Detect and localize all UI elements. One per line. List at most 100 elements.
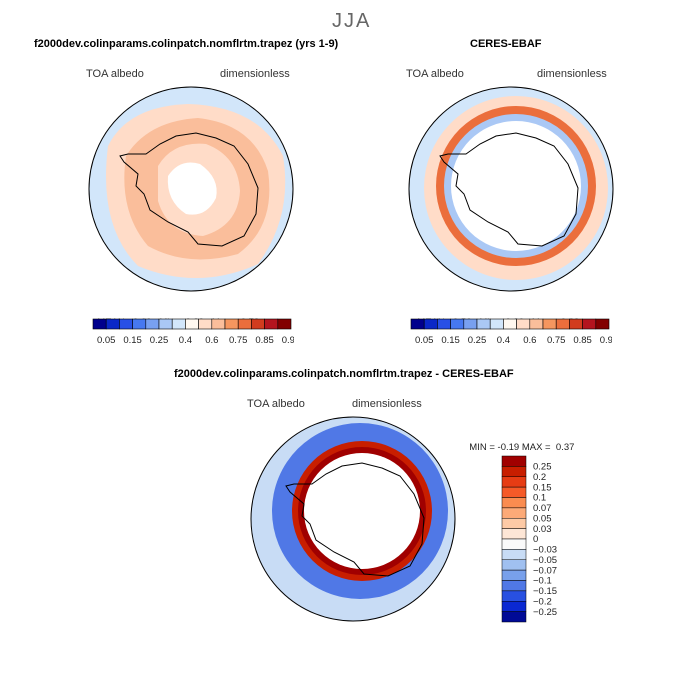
panel3-colorbar-tick-label-13: −0.2 [533,596,552,607]
panel2-map [408,86,614,292]
panel3-colorbar-swatch-11 [501,569,527,581]
panel1-colorbar-tick-label-4: 0.6 [205,335,218,346]
panel3-units-label: dimensionless [352,398,422,410]
panel3-colorbar-tick-label-9: −0.05 [533,555,557,566]
panel2-colorbar-swatch-0 [410,318,425,330]
panel2-variable-label: TOA albedo [406,68,464,80]
panel2-colorbar-tick-label-2: 0.25 [468,335,487,346]
panel2-colorbar-swatch-2 [437,318,451,330]
panel1-colorbar-tick-label-3: 0.4 [179,335,192,346]
panel1-variable-label: TOA albedo [86,68,144,80]
panel3-colorbar-swatch-8 [501,538,527,550]
panel3-colorbar-swatch-15 [501,611,527,623]
panel1-colorbar-swatch-9 [211,318,226,330]
panel2-colorbar-swatch-4 [463,318,478,330]
panel3-colorbar-swatch-0 [501,455,527,467]
panel3-continent-outline [285,462,425,577]
panel3-colorbar-tick-label-14: −0.25 [533,607,557,618]
panel3-colorbar-swatch-7 [501,528,527,540]
panel2-colorbar-tick-label-6: 0.85 [573,335,592,346]
panel1-title: f2000dev.colinparams.colinpatch.nomflrtm… [34,38,339,50]
panel3-max-label: MAX = [521,442,551,453]
panel2-continent-outline [439,132,579,247]
panel1-colorbar-swatch-10 [224,318,239,330]
panel3-min-value: -0.19 [497,442,520,453]
panel1-colorbar-tick-label-2: 0.25 [150,335,169,346]
panel1-colorbar-tick-label-1: 0.15 [123,335,142,346]
panel2-colorbar-tick-label-3: 0.4 [497,335,510,346]
panel1-colorbar-swatch-13 [264,318,279,330]
panel2-colorbar-swatch-10 [542,318,557,330]
panel3-colorbar-swatch-4 [501,497,527,509]
panel3-colorbar-tick-label-11: −0.1 [533,576,552,587]
panel2-colorbar-swatch-7 [503,318,517,330]
panel2-title: CERES-EBAF [470,38,542,50]
panel2-colorbar-tick-label-4: 0.6 [523,335,536,346]
panel3-map [250,416,456,622]
panel3-map-border [250,416,456,622]
panel2-colorbar-swatch-14 [595,318,610,330]
panel2-colorbar-tick-label-7: 0.95 [600,335,612,346]
panel3-colorbar: 0.250.20.150.10.070.050.030−0.03−0.05−0.… [501,455,557,623]
panel1-colorbar-swatch-12 [251,318,265,330]
panel3-colorbar-tick-label-12: −0.15 [533,586,557,597]
panel3-colorbar-swatch-5 [501,507,527,519]
panel1-colorbar-swatch-3 [132,318,147,330]
panel1-colorbar-swatch-11 [237,318,252,330]
panel2-map-border [408,86,614,292]
panel3-colorbar-tick-label-0: 0.25 [533,462,552,473]
panel2-colorbar-swatch-5 [476,318,491,330]
panel2-colorbar-swatch-9 [529,318,544,330]
panel1-colorbar-swatch-0 [92,318,107,330]
panel3-colorbar-tick-label-3: 0.1 [533,493,546,504]
panel3-title: f2000dev.colinparams.colinpatch.nomflrtm… [174,368,514,380]
panel1-colorbar-swatch-6 [171,318,186,330]
panel2-colorbar-tick-label-5: 0.75 [547,335,566,346]
panel2-colorbar-swatch-11 [555,318,570,330]
panel3-colorbar-swatch-12 [501,580,527,592]
panel2-colorbar-tick-label-1: 0.15 [441,335,460,346]
panel1-colorbar-tick-label-6: 0.85 [255,335,274,346]
panel3-colorbar-tick-label-4: 0.07 [533,503,552,514]
panel3-colorbar-tick-label-5: 0.05 [533,513,552,524]
panel2-colorbar-swatch-6 [489,318,504,330]
panel3-colorbar-swatch-9 [501,549,527,560]
panel2-colorbar-tick-label-0: 0.05 [415,335,434,346]
panel1-colorbar-swatch-2 [119,318,133,330]
panel3-colorbar-swatch-14 [501,601,527,612]
panel2-colorbar-swatch-13 [582,318,597,330]
panel1-map-border [88,86,294,292]
panel3-colorbar-swatch-2 [501,476,527,488]
panel1-colorbar-tick-label-5: 0.75 [229,335,248,346]
panel1-map [88,86,294,292]
panel1-colorbar-swatch-7 [185,318,199,330]
panel3-colorbar-swatch-13 [501,590,527,602]
panel2-colorbar-swatch-8 [516,318,531,330]
panel3-colorbar-tick-label-7: 0 [533,534,538,545]
panel2-colorbar-swatch-3 [450,318,465,330]
panel2-icefield [451,121,581,251]
figure-season-title: JJA [332,10,372,32]
panel3-variable-label: TOA albedo [247,398,305,410]
panel3-colorbar-tick-label-1: 0.2 [533,472,546,483]
panel2-colorbar-swatch-1 [423,318,438,330]
panel3-max-value: 0.37 [555,442,575,453]
panel1-polar-hole [167,162,217,215]
panel1-colorbar-tick-label-0: 0.05 [97,335,116,346]
panel1-colorbar-swatch-1 [105,318,120,330]
panel1-colorbar-swatch-14 [277,318,292,330]
panel2-colorbar-swatch-12 [569,318,583,330]
panel2-colorbar: 0.05 0.15 0.25 0.4 0.6 0.75 0.85 0.95 [410,318,612,346]
panel3-polar-zero [304,453,420,569]
panel3-colorbar-swatch-3 [501,486,527,498]
panel3-colorbar-swatch-10 [501,559,527,571]
panel1-continent-outline [119,132,259,247]
panel1-colorbar: 0.05 0.15 0.25 0.4 0.6 0.75 0.85 0.95 [92,318,294,346]
panel3-colorbar-tick-label-6: 0.03 [533,524,552,535]
panel3-stats: MIN = -0.19 MAX = 0.37 [464,431,574,453]
panel3-colorbar-swatch-1 [501,466,527,477]
panel1-colorbar-swatch-8 [198,318,213,330]
panel2-units-label: dimensionless [537,68,607,80]
panel3-colorbar-swatch-6 [501,518,527,529]
panel1-colorbar-swatch-5 [158,318,173,330]
